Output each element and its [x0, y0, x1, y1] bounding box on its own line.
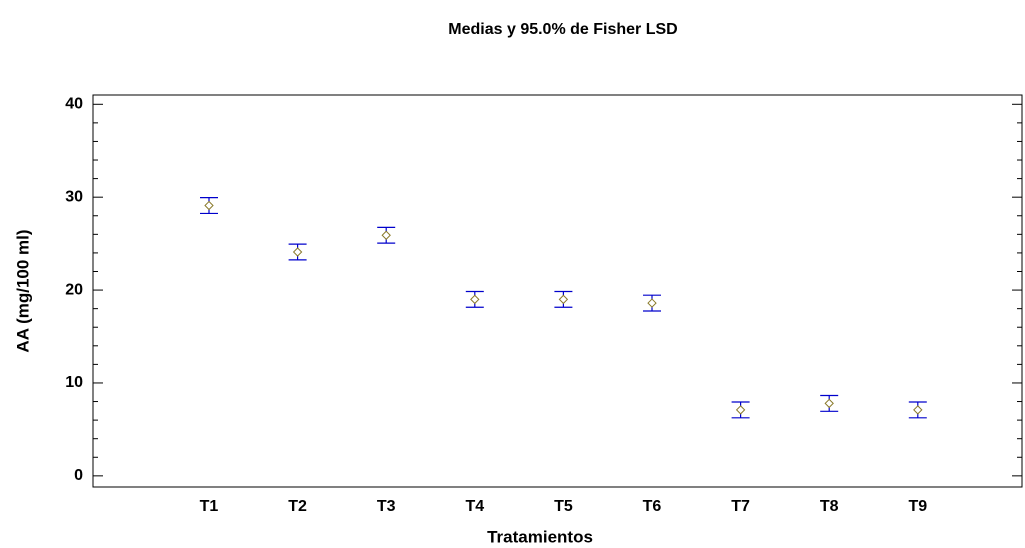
x-tick-label: T1: [200, 498, 219, 515]
x-tick-label: T5: [554, 498, 573, 515]
x-tick-label: T8: [820, 498, 839, 515]
y-tick-label: 30: [65, 188, 83, 205]
mean-marker: [381, 230, 391, 240]
x-tick-label: T9: [908, 498, 927, 515]
x-tick-label: T7: [731, 498, 750, 515]
mean-marker: [647, 298, 657, 308]
x-axis-label: Tratamientos: [487, 527, 593, 546]
y-tick-label: 0: [74, 467, 83, 484]
y-axis-label: AA (mg/100 ml): [13, 229, 32, 352]
mean-marker: [824, 398, 834, 409]
x-tick-label: T2: [288, 498, 307, 515]
x-tick-label: T3: [377, 498, 396, 515]
mean-marker: [292, 247, 303, 257]
mean-marker: [558, 294, 569, 305]
mean-marker: [204, 200, 214, 211]
x-tick-label: T4: [465, 498, 484, 515]
chart-title: Medias y 95.0% de Fisher LSD: [448, 21, 677, 38]
y-tick-label: 40: [65, 96, 83, 113]
y-tick-label: 10: [65, 374, 83, 391]
x-tick-label: T6: [643, 498, 662, 515]
y-tick-label: 20: [65, 281, 83, 298]
mean-marker: [735, 405, 746, 415]
mean-marker: [470, 294, 480, 305]
mean-marker: [913, 405, 923, 415]
plot-frame: [92, 94, 1023, 488]
